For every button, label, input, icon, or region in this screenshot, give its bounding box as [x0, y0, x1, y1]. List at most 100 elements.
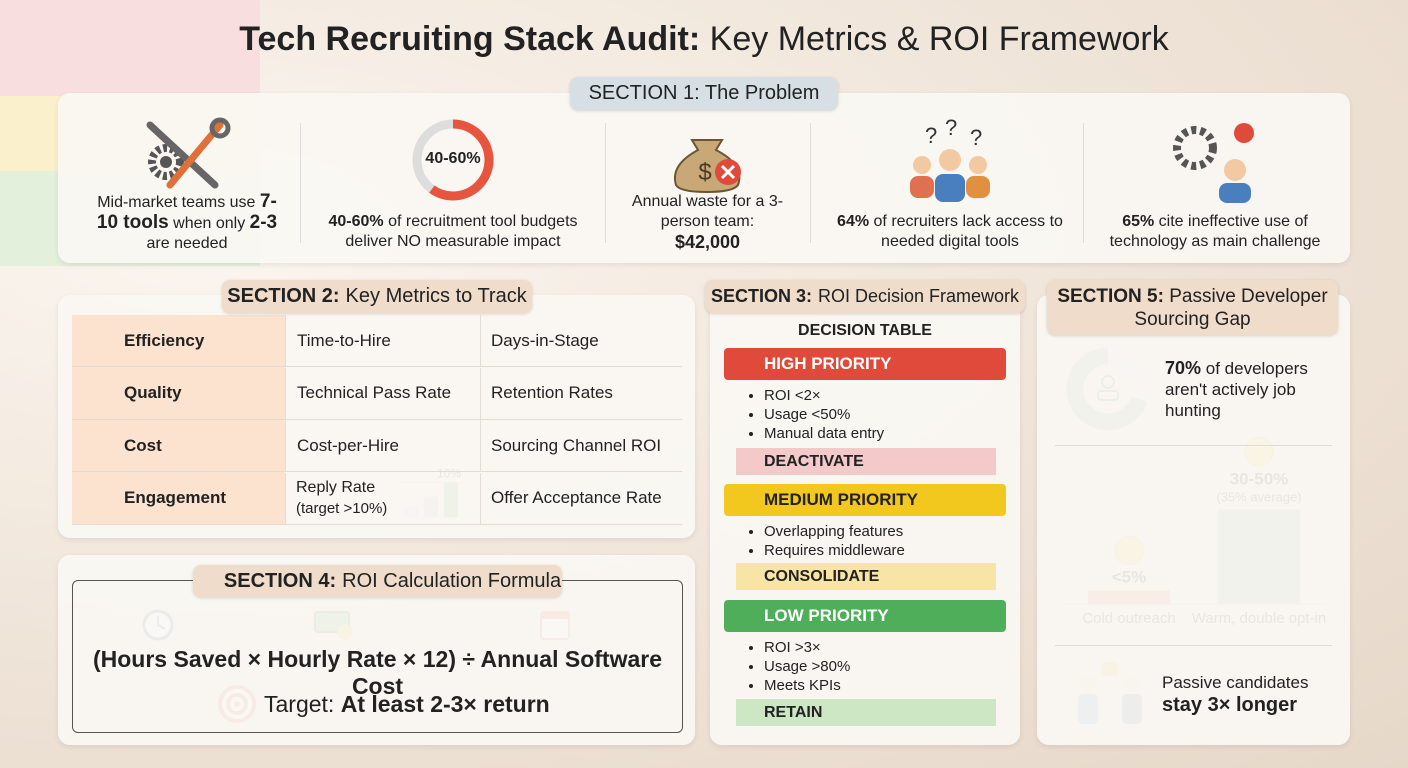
section1-label: SECTION 1: The Problem: [570, 77, 838, 110]
section4-label: SECTION 4: ROI Calculation Formula: [193, 565, 562, 597]
criterion: Meets KPIs: [764, 676, 996, 695]
tier-criteria: Overlapping featuresRequires middleware: [736, 516, 996, 563]
svg-text:?: ?: [970, 125, 982, 150]
divider: [605, 123, 606, 243]
label: ROI Decision Framework: [817, 286, 1020, 306]
label: Key Metrics to Track: [345, 285, 527, 307]
criterion: ROI >3×: [764, 638, 996, 657]
highlight: stay 3× longer: [1162, 694, 1298, 716]
target-lead: Target:: [264, 691, 335, 717]
criterion: Usage <50%: [764, 405, 996, 424]
metric-cell: [285, 472, 480, 525]
highlight: 65%: [1122, 213, 1155, 230]
category-column: [72, 315, 285, 525]
problem-1: Mid-market teams use 7-10 tools when onl…: [92, 192, 282, 254]
metric-cell: Retention Rates: [480, 367, 682, 420]
metric-cell: Technical Pass Rate: [285, 367, 480, 420]
target: Target: At least 2-3× return: [264, 691, 550, 718]
label-bold: SECTION 3:: [710, 286, 812, 306]
problem-2: 40-60% of recruitment tool budgets deliv…: [308, 212, 598, 252]
text: of recruitment tool budgets deliver NO m…: [345, 213, 578, 250]
text: cite ineffective use of technology as ma…: [1109, 213, 1321, 250]
divider: [1055, 445, 1332, 446]
svg-text:?: ?: [925, 123, 937, 148]
metric-cell: Sourcing Channel ROI: [480, 420, 682, 472]
highlight: 40-60%: [328, 213, 384, 230]
tier-action: RETAIN: [736, 699, 996, 726]
metric-note: (target >10%): [296, 499, 388, 517]
criteria-list: Overlapping featuresRequires middleware: [764, 522, 996, 560]
svg-text:$: $: [698, 159, 711, 186]
label-bold: SECTION 4:: [223, 569, 337, 592]
ring-label: 40-60%: [425, 150, 481, 167]
text: when only: [173, 215, 246, 232]
text: of developers aren't actively job huntin…: [1165, 359, 1308, 420]
criterion: ROI <2×: [764, 386, 996, 405]
donut-text: 70% of developers aren't actively job hu…: [1165, 358, 1335, 421]
category-cell: Engagement: [72, 473, 285, 525]
label: Passive Developer Sourcing Gap: [1134, 285, 1328, 330]
category-cell: Quality: [72, 368, 285, 420]
tools-icon: [146, 117, 231, 189]
divider: [810, 123, 811, 243]
gear-person-icon: [1173, 123, 1254, 203]
title: Tech Recruiting Stack Audit: Key Metrics…: [0, 20, 1408, 59]
problem-5: 65% cite ineffective use of technology a…: [1100, 212, 1330, 252]
ring-arc: [412, 119, 494, 201]
money-bag-icon: $: [674, 139, 741, 194]
tier-header: MEDIUM PRIORITY: [724, 484, 1006, 516]
tier-criteria: ROI <2×Usage <50%Manual data entry: [736, 380, 996, 448]
title-bold: Tech Recruiting Stack Audit:: [239, 20, 701, 58]
metric-cell: Offer Acceptance Rate: [480, 472, 682, 525]
people-icon: ???: [910, 115, 990, 202]
criterion: Manual data entry: [764, 424, 996, 443]
text: are needed: [146, 235, 228, 252]
section5-label: SECTION 5: Passive Developer Sourcing Ga…: [1047, 280, 1338, 335]
divider: [1083, 123, 1084, 243]
highlight: 7-10 tools: [96, 191, 277, 233]
tier-action: CONSOLIDATE: [736, 563, 996, 590]
category-cell: Cost: [72, 420, 285, 472]
label-bold: SECTION 5:: [1057, 285, 1164, 307]
problem-4: 64% of recruiters lack access to needed …: [830, 212, 1070, 252]
footer-text: Passive candidates stay 3× longer: [1162, 672, 1308, 717]
section5-panel: [1037, 295, 1350, 745]
highlight: 70%: [1165, 358, 1202, 378]
label: ROI Calculation Formula: [342, 569, 562, 592]
divider: [300, 123, 301, 243]
metric-name: Reply Rate: [296, 478, 376, 496]
text: Mid-market teams use: [97, 194, 256, 211]
metric-cell: Cost-per-Hire: [285, 420, 480, 472]
criterion: Overlapping features: [764, 522, 996, 541]
table-title: DECISION TABLE: [798, 322, 932, 339]
divider: [1055, 645, 1332, 646]
tier-header: LOW PRIORITY: [724, 600, 1006, 632]
tier-header: HIGH PRIORITY: [724, 348, 1006, 380]
svg-text:?: ?: [945, 115, 957, 140]
section2-label: SECTION 2: Key Metrics to Track: [222, 280, 532, 313]
highlight: $42,000: [674, 232, 741, 252]
formula: (Hours Saved × Hourly Rate × 12) ÷ Annua…: [92, 646, 663, 699]
problem-3: Annual waste for a 3-person team: $42,00…: [630, 192, 785, 254]
tier-action: DEACTIVATE: [736, 448, 996, 475]
criterion: Usage >80%: [764, 657, 996, 676]
label: SECTION 1: The Problem: [588, 82, 820, 104]
category-cell: Efficiency: [72, 315, 285, 367]
text: Annual waste for a 3-person team:: [631, 193, 784, 230]
label-bold: SECTION 2:: [227, 285, 340, 307]
criterion: Requires middleware: [764, 541, 996, 560]
tier-criteria: ROI >3×Usage >80%Meets KPIs: [736, 632, 996, 699]
criteria-list: ROI <2×Usage <50%Manual data entry: [764, 386, 996, 443]
text: of recruiters lack access to needed digi…: [873, 213, 1063, 250]
metric-cell: Time-to-Hire: [285, 315, 480, 367]
target-value: At least 2-3× return: [340, 691, 550, 717]
section3-label: SECTION 3: ROI Decision Framework: [705, 280, 1025, 313]
text: Passive candidates: [1162, 673, 1309, 692]
highlight: 64%: [837, 213, 870, 230]
highlight: 2-3: [249, 212, 278, 233]
criteria-list: ROI >3×Usage >80%Meets KPIs: [764, 638, 996, 695]
title-rest: Key Metrics & ROI Framework: [709, 20, 1169, 58]
metric-cell: Days-in-Stage: [480, 315, 682, 367]
tier-body: [0, 0, 260, 96]
